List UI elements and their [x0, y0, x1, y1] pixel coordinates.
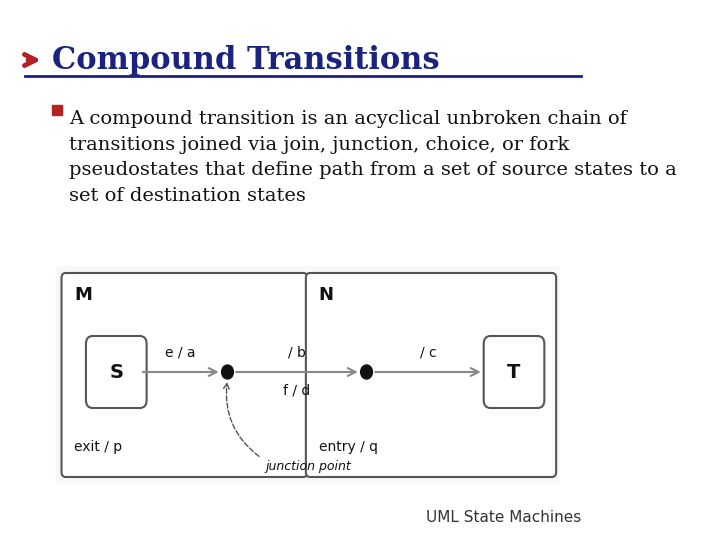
Circle shape [361, 365, 372, 379]
Text: A compound transition is an acyclical unbroken chain of
transitions joined via j: A compound transition is an acyclical un… [69, 110, 677, 205]
Text: UML State Machines: UML State Machines [426, 510, 582, 525]
FancyBboxPatch shape [86, 336, 147, 408]
FancyBboxPatch shape [306, 273, 556, 477]
Text: entry / q: entry / q [318, 440, 377, 454]
Text: / c: / c [420, 346, 436, 360]
Text: f / d: f / d [284, 384, 310, 398]
Text: T: T [508, 362, 521, 381]
Text: N: N [318, 286, 333, 304]
Text: S: S [109, 362, 123, 381]
Circle shape [222, 365, 233, 379]
Text: M: M [74, 286, 92, 304]
Text: / b: / b [288, 346, 306, 360]
Text: exit / p: exit / p [74, 440, 122, 454]
Text: junction point: junction point [266, 460, 351, 473]
FancyBboxPatch shape [484, 336, 544, 408]
Text: Compound Transitions: Compound Transitions [53, 44, 440, 76]
FancyBboxPatch shape [61, 273, 307, 477]
Text: e / a: e / a [166, 346, 196, 360]
FancyBboxPatch shape [55, 266, 559, 484]
